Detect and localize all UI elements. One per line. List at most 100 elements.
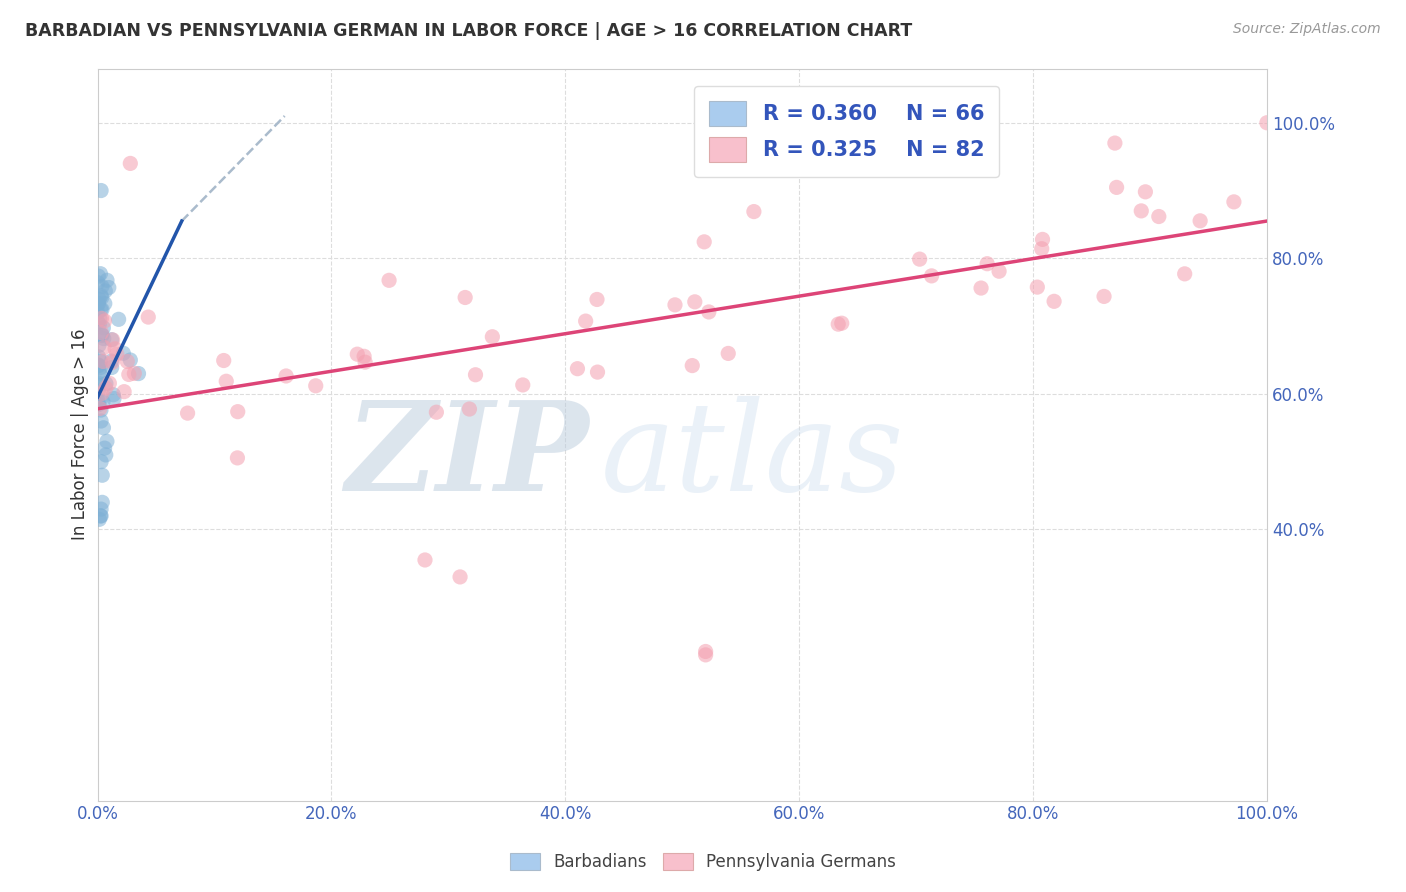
- Point: [693, 235, 716, 249]
- Point: [346, 347, 368, 361]
- Point: [464, 368, 486, 382]
- Point: [96, 434, 118, 449]
- Point: [91, 320, 114, 334]
- Point: [1147, 210, 1170, 224]
- Point: [683, 294, 706, 309]
- Point: [91, 354, 114, 368]
- Point: [176, 406, 198, 420]
- Point: [93, 441, 115, 455]
- Point: [87, 296, 110, 310]
- Point: [970, 281, 993, 295]
- Text: BARBADIAN VS PENNSYLVANIA GERMAN IN LABOR FORCE | AGE > 16 CORRELATION CHART: BARBADIAN VS PENNSYLVANIA GERMAN IN LABO…: [25, 22, 912, 40]
- Point: [103, 392, 125, 406]
- Point: [90, 302, 112, 317]
- Point: [91, 395, 114, 409]
- Point: [89, 311, 111, 326]
- Point: [89, 393, 111, 408]
- Point: [87, 359, 110, 373]
- Point: [1104, 136, 1126, 150]
- Point: [94, 448, 117, 462]
- Point: [827, 317, 849, 331]
- Text: ZIP: ZIP: [344, 396, 589, 517]
- Point: [1031, 232, 1053, 246]
- Point: [1130, 203, 1153, 218]
- Point: [1026, 280, 1049, 294]
- Point: [87, 376, 110, 391]
- Point: [454, 291, 477, 305]
- Point: [742, 204, 765, 219]
- Point: [94, 284, 117, 298]
- Point: [90, 455, 112, 469]
- Point: [136, 310, 159, 324]
- Point: [1043, 294, 1066, 309]
- Point: [89, 508, 111, 523]
- Point: [458, 402, 481, 417]
- Point: [413, 553, 436, 567]
- Point: [717, 346, 740, 360]
- Point: [1092, 289, 1115, 303]
- Point: [120, 353, 142, 368]
- Point: [94, 296, 117, 310]
- Point: [87, 393, 110, 408]
- Point: [87, 358, 110, 372]
- Point: [697, 305, 720, 319]
- Point: [100, 354, 122, 368]
- Point: [226, 450, 249, 465]
- Point: [87, 384, 110, 399]
- Point: [89, 512, 111, 526]
- Point: [89, 317, 111, 331]
- Point: [89, 366, 111, 380]
- Point: [128, 367, 150, 381]
- Point: [512, 378, 534, 392]
- Point: [89, 365, 111, 379]
- Point: [274, 369, 297, 384]
- Point: [1256, 116, 1278, 130]
- Point: [1174, 267, 1197, 281]
- Point: [93, 421, 115, 435]
- Point: [91, 328, 114, 343]
- Point: [90, 403, 112, 417]
- Point: [117, 354, 139, 368]
- Point: [118, 368, 141, 382]
- Point: [215, 374, 238, 388]
- Point: [93, 340, 115, 354]
- Point: [90, 291, 112, 305]
- Point: [305, 378, 328, 392]
- Point: [976, 257, 998, 271]
- Point: [98, 376, 121, 391]
- Point: [89, 354, 111, 368]
- Point: [695, 644, 717, 658]
- Point: [100, 333, 122, 347]
- Point: [1105, 180, 1128, 194]
- Point: [586, 365, 609, 379]
- Text: atlas: atlas: [600, 396, 904, 517]
- Point: [94, 376, 117, 391]
- Point: [567, 361, 589, 376]
- Point: [101, 333, 124, 347]
- Point: [87, 398, 110, 412]
- Legend: Barbadians, Pennsylvania Germans: Barbadians, Pennsylvania Germans: [502, 845, 904, 880]
- Legend: R = 0.360    N = 66, R = 0.325    N = 82: R = 0.360 N = 66, R = 0.325 N = 82: [695, 87, 1000, 177]
- Point: [90, 288, 112, 302]
- Point: [105, 347, 128, 361]
- Point: [988, 264, 1011, 278]
- Point: [695, 648, 717, 662]
- Point: [1189, 214, 1212, 228]
- Point: [96, 273, 118, 287]
- Point: [908, 252, 931, 267]
- Point: [87, 378, 110, 392]
- Point: [93, 332, 115, 346]
- Point: [681, 359, 703, 373]
- Point: [90, 327, 112, 342]
- Point: [90, 184, 112, 198]
- Point: [103, 388, 125, 402]
- Point: [1135, 185, 1157, 199]
- Point: [100, 360, 122, 375]
- Point: [89, 267, 111, 281]
- Point: [90, 508, 112, 523]
- Point: [425, 405, 447, 419]
- Point: [664, 298, 686, 312]
- Point: [1031, 242, 1053, 256]
- Point: [226, 404, 249, 418]
- Point: [586, 293, 609, 307]
